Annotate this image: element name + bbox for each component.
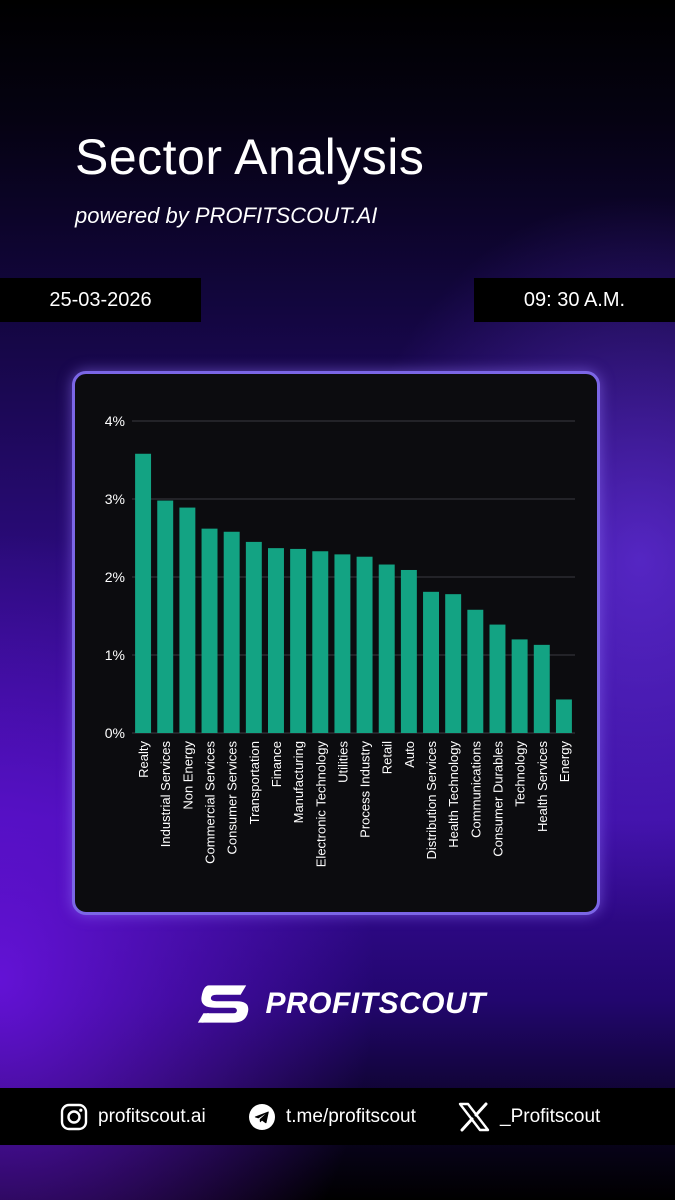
x-tick-label: Electronic Technology [313, 741, 328, 868]
x-tick-label: Technology [513, 741, 528, 807]
y-tick-label: 3% [105, 491, 125, 507]
brand-mark-icon [197, 985, 249, 1023]
brand-logo: PROFITSCOUT [196, 980, 486, 1028]
bar [467, 609, 484, 733]
instagram-handle: profitscout.ai [98, 1105, 206, 1127]
bar [223, 531, 240, 733]
sector-bar-chart: 0% 1% 2% 3% 4% Realty Industrial Services Non E… [105, 413, 575, 868]
brand-name: PROFITSCOUT [265, 987, 486, 1020]
x-tick-label: Transportation [247, 741, 262, 824]
bar [201, 528, 218, 733]
x-link[interactable]: _Profitscout [458, 1088, 600, 1145]
x-tick-label: Auto [402, 741, 417, 768]
bar [290, 548, 307, 733]
social-footer: profitscout.ai t.me/profitscout _Profits… [0, 1088, 675, 1145]
x-tick-label: Utilities [335, 741, 350, 783]
bar [312, 551, 329, 733]
bar [533, 644, 550, 733]
x-tick-label: Finance [269, 741, 284, 787]
bar [489, 624, 506, 733]
x-tick-label: Consumer Services [225, 741, 240, 855]
x-tick-label: Health Technology [446, 741, 461, 848]
bar [445, 594, 462, 733]
x-tick-label: Energy [557, 741, 572, 783]
x-tick-label: Industrial Services [158, 741, 173, 848]
bar [245, 541, 262, 733]
x-tick-label: Process Industry [358, 741, 373, 838]
y-tick-label: 4% [105, 413, 125, 429]
bar [157, 500, 174, 733]
telegram-link[interactable]: t.me/profitscout [248, 1088, 416, 1145]
x-icon [458, 1102, 490, 1131]
bar [334, 554, 351, 733]
telegram-handle: t.me/profitscout [286, 1105, 416, 1127]
sector-chart-card: 0% 1% 2% 3% 4% Realty Industrial Services Non E… [72, 371, 600, 915]
y-tick-label: 1% [105, 647, 125, 663]
x-tick-label: Health Services [535, 741, 550, 833]
bar [555, 699, 572, 733]
date-badge: 25-03-2026 [0, 278, 201, 322]
bar [511, 639, 528, 733]
x-tick-label: Non Energy [180, 741, 195, 810]
x-tick-label: Realty [136, 741, 151, 778]
time-badge: 09: 30 A.M. [474, 278, 675, 322]
y-tick-label: 0% [105, 725, 125, 741]
instagram-icon [60, 1103, 88, 1130]
bar [135, 453, 152, 733]
bar [268, 548, 284, 733]
telegram-icon [249, 1103, 275, 1130]
x-tick-label: Consumer Durables [490, 741, 505, 857]
y-tick-label: 2% [105, 569, 125, 585]
bar [378, 564, 395, 733]
bar [356, 556, 373, 733]
x-tick-label: Manufacturing [291, 741, 306, 823]
page-title: Sector Analysis [75, 129, 425, 185]
x-tick-label: Retail [380, 741, 395, 774]
instagram-link[interactable]: profitscout.ai [60, 1088, 206, 1145]
x-tick-label: Distribution Services [424, 741, 439, 860]
page-subtitle: powered by PROFITSCOUT.AI [75, 203, 378, 228]
bar [400, 569, 417, 733]
bar [179, 507, 196, 733]
x-handle: _Profitscout [500, 1105, 601, 1127]
bar [423, 591, 439, 733]
x-tick-label: Communications [468, 741, 483, 838]
x-tick-label: Commercial Services [203, 741, 218, 864]
